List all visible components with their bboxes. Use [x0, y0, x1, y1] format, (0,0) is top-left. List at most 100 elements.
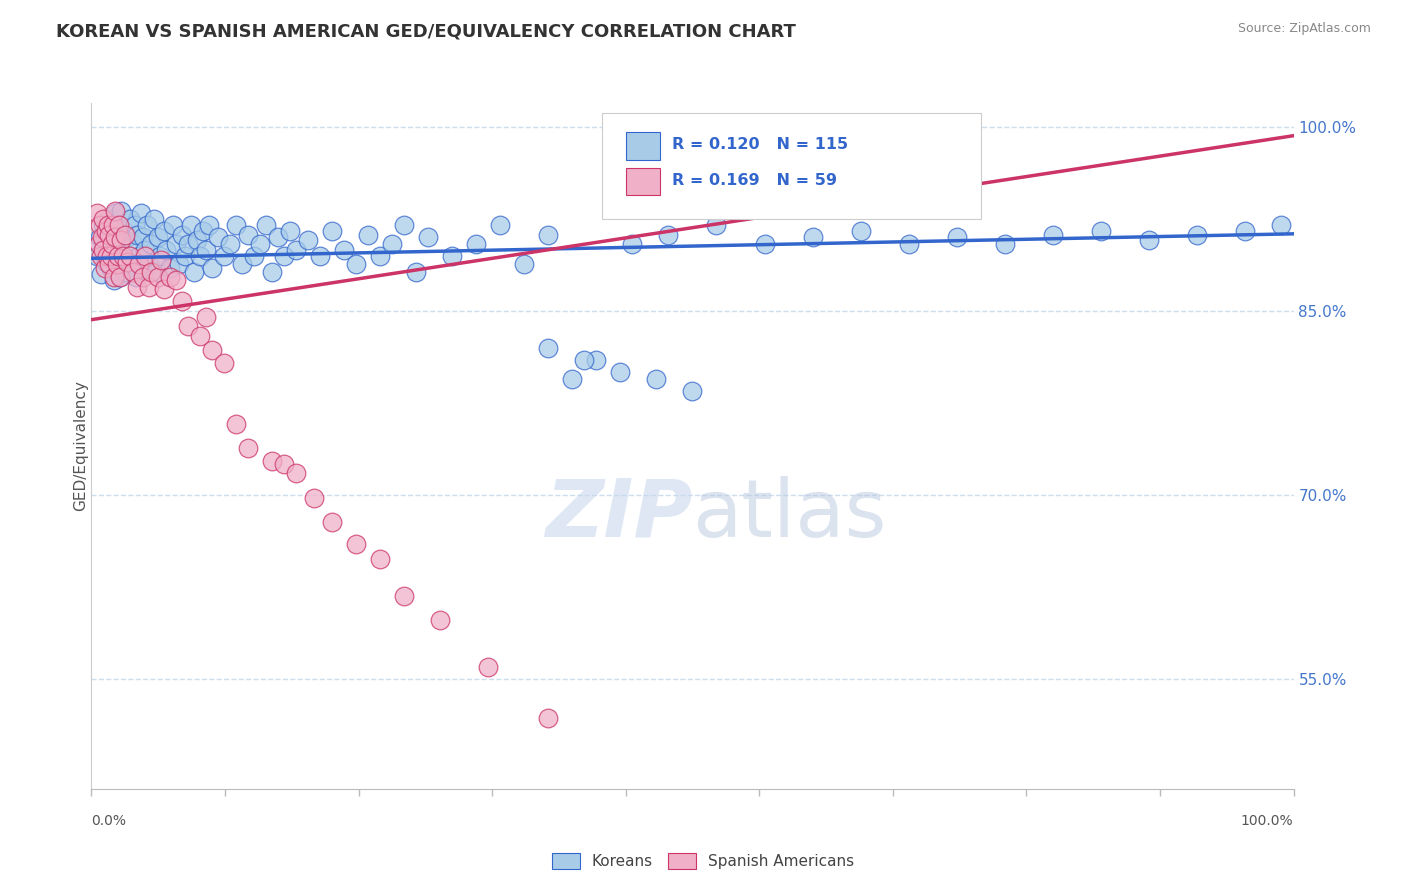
Point	[236, 442, 259, 456]
Point	[357, 228, 380, 243]
Point	[1090, 224, 1112, 238]
Point	[333, 243, 356, 257]
Point	[170, 228, 193, 243]
Point	[201, 343, 224, 358]
Point	[897, 236, 920, 251]
Point	[561, 371, 583, 385]
Point	[1042, 228, 1064, 243]
Text: KOREAN VS SPANISH AMERICAN GED/EQUIVALENCY CORRELATION CHART: KOREAN VS SPANISH AMERICAN GED/EQUIVALEN…	[56, 22, 796, 40]
Legend: Koreans, Spanish Americans: Koreans, Spanish Americans	[546, 847, 860, 875]
Point	[308, 249, 330, 263]
Point	[273, 249, 295, 263]
Point	[98, 243, 121, 257]
Point	[225, 219, 247, 233]
Point	[94, 255, 117, 269]
Text: R = 0.120   N = 115: R = 0.120 N = 115	[672, 137, 848, 152]
Point	[112, 224, 135, 238]
Text: ZIP: ZIP	[546, 475, 692, 554]
Point	[513, 258, 536, 272]
Point	[134, 243, 156, 257]
Point	[681, 384, 703, 398]
Point	[207, 230, 229, 244]
Point	[111, 249, 134, 263]
FancyBboxPatch shape	[626, 168, 659, 195]
Point	[706, 219, 728, 233]
Point	[125, 228, 148, 243]
Point	[1137, 233, 1160, 247]
Point	[194, 243, 217, 257]
Point	[103, 269, 125, 284]
Point	[125, 269, 148, 284]
Point	[87, 236, 110, 251]
Text: 100.0%: 100.0%	[1241, 814, 1294, 828]
Point	[110, 269, 132, 284]
Point	[107, 228, 129, 243]
Point	[108, 219, 131, 233]
Point	[146, 230, 169, 244]
Point	[585, 353, 607, 368]
Point	[94, 224, 117, 238]
Point	[218, 236, 240, 251]
Point	[381, 236, 404, 251]
Point	[212, 249, 235, 263]
Point	[284, 466, 307, 480]
Point	[108, 219, 131, 233]
Point	[118, 249, 141, 263]
Point	[198, 219, 221, 233]
Point	[416, 230, 439, 244]
Point	[176, 318, 198, 333]
Point	[165, 273, 187, 287]
Point	[440, 249, 463, 263]
Point	[152, 282, 174, 296]
Point	[101, 236, 124, 251]
Point	[193, 224, 215, 238]
Point	[801, 230, 824, 244]
Point	[212, 356, 235, 370]
Point	[98, 228, 121, 243]
Point	[104, 230, 127, 244]
Text: 0.0%: 0.0%	[91, 814, 127, 828]
Point	[104, 203, 127, 218]
Point	[138, 258, 160, 272]
Point	[260, 265, 283, 279]
Point	[186, 233, 208, 247]
Point	[93, 261, 115, 276]
Point	[152, 224, 174, 238]
Point	[149, 249, 172, 263]
Point	[98, 212, 121, 227]
Point	[101, 249, 124, 263]
Point	[93, 243, 115, 257]
Point	[97, 219, 120, 233]
Point	[89, 230, 111, 244]
Point	[849, 224, 872, 238]
Point	[405, 265, 427, 279]
Text: atlas: atlas	[692, 475, 887, 554]
Point	[117, 255, 139, 269]
Point	[118, 212, 141, 227]
Point	[103, 273, 125, 287]
Point	[114, 265, 136, 279]
Point	[107, 249, 129, 263]
Point	[236, 228, 259, 243]
Point	[392, 219, 415, 233]
Point	[537, 341, 560, 355]
Point	[609, 366, 631, 380]
Point	[142, 212, 165, 227]
Point	[86, 206, 108, 220]
Point	[231, 258, 253, 272]
Point	[574, 353, 596, 368]
Point	[278, 224, 301, 238]
Point	[994, 236, 1017, 251]
Point	[146, 269, 169, 284]
Point	[489, 219, 512, 233]
Point	[946, 230, 969, 244]
FancyBboxPatch shape	[602, 113, 981, 219]
Point	[321, 515, 343, 529]
Point	[344, 258, 367, 272]
Point	[188, 249, 211, 263]
Point	[104, 236, 127, 251]
Point	[110, 233, 132, 247]
Point	[477, 660, 499, 674]
Point	[90, 249, 112, 263]
Point	[90, 268, 112, 282]
